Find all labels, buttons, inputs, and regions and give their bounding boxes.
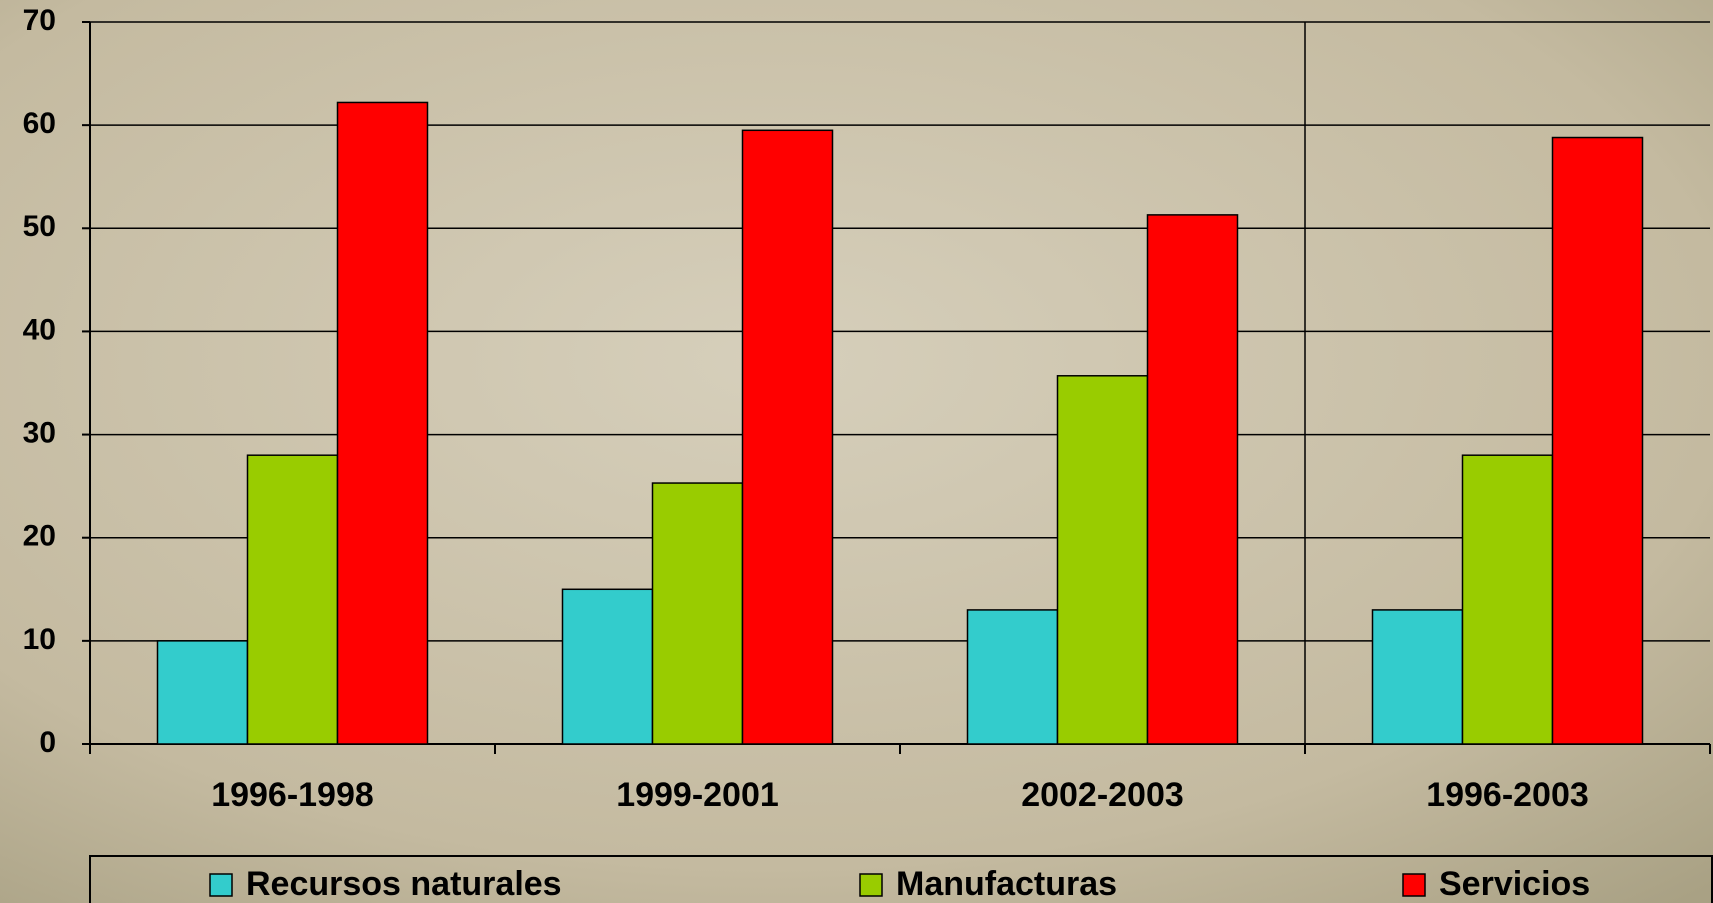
legend-swatch	[859, 873, 883, 897]
x-tick-label: 1996-1998	[211, 776, 374, 814]
legend-label: Manufacturas	[896, 865, 1117, 903]
legend-swatch	[209, 873, 233, 897]
y-tick-label: 40	[23, 313, 56, 346]
bar	[1146, 214, 1239, 745]
bar	[1551, 136, 1644, 745]
bar	[156, 640, 249, 745]
bar	[1056, 375, 1149, 745]
legend-label: Servicios	[1439, 865, 1590, 903]
y-tick-label: 0	[39, 726, 56, 759]
bar	[336, 101, 429, 745]
bar	[651, 482, 744, 745]
legend-swatch	[1402, 873, 1426, 897]
x-tick-label: 1996-2003	[1426, 776, 1589, 814]
bar	[246, 454, 339, 745]
y-tick-label: 20	[23, 520, 56, 553]
y-tick-label: 10	[23, 623, 56, 656]
bar	[741, 129, 834, 745]
y-tick-label: 50	[23, 210, 56, 243]
legend-label: Recursos naturales	[246, 865, 562, 903]
y-tick-label: 70	[23, 4, 56, 37]
legend-box	[89, 855, 1713, 903]
x-tick-label: 2002-2003	[1021, 776, 1184, 814]
y-tick-label: 60	[23, 107, 56, 140]
bar	[966, 609, 1059, 745]
x-tick-label: 1999-2001	[616, 776, 779, 814]
bar	[1461, 454, 1554, 745]
bar	[561, 588, 654, 745]
y-tick-label: 30	[23, 416, 56, 449]
bar	[1371, 609, 1464, 745]
